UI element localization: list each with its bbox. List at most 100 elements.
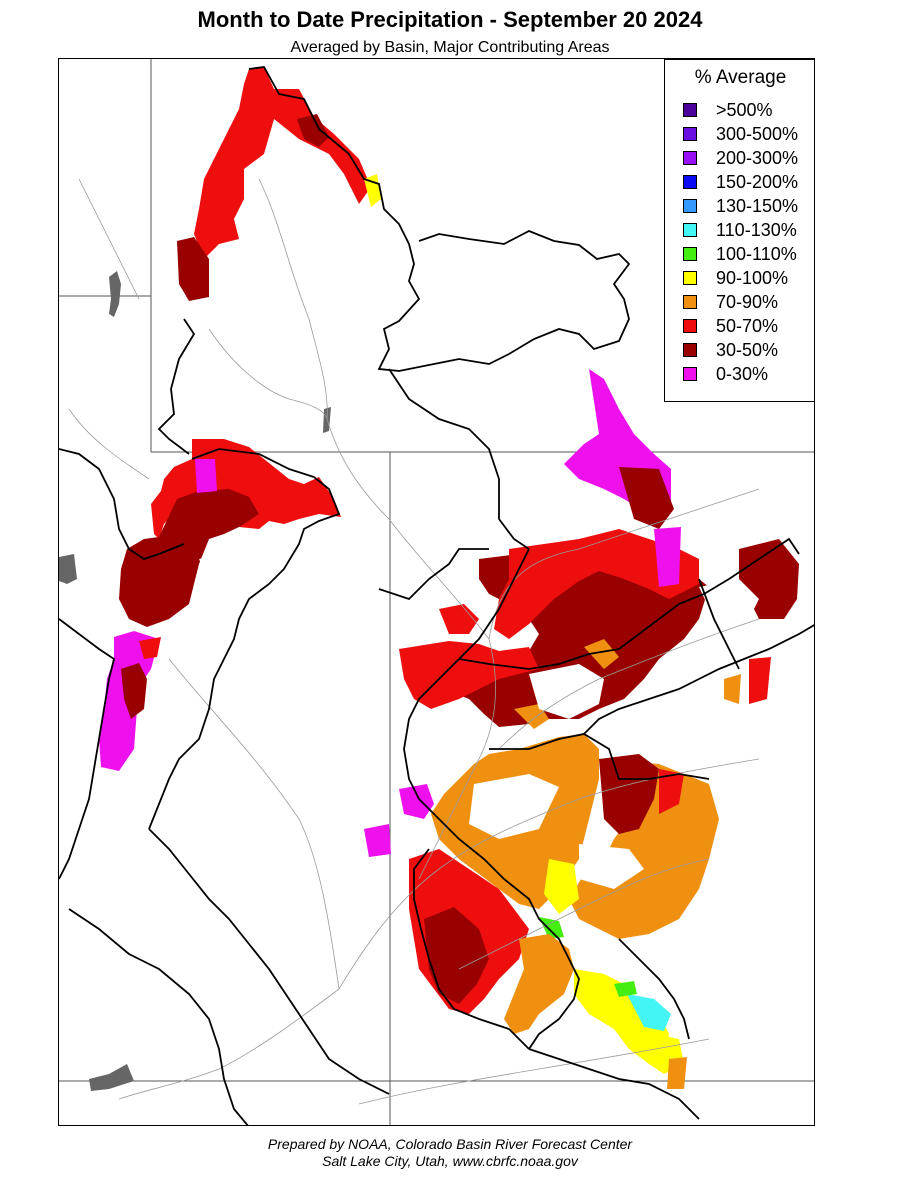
great-salt-lake xyxy=(59,554,77,584)
wasatch-red xyxy=(139,637,161,659)
lower-magenta-2 xyxy=(364,824,391,857)
legend-swatch xyxy=(683,343,697,357)
legend-swatch xyxy=(683,319,697,333)
basin-boundaries xyxy=(59,66,814,1125)
basin-west-mid xyxy=(59,618,116,880)
lake-powell xyxy=(89,1064,134,1091)
basin-duchesne xyxy=(148,448,341,830)
hole-3 xyxy=(469,774,559,839)
river-blacks-fork xyxy=(208,328,328,420)
ne-magenta-lower xyxy=(654,527,681,587)
river-green-upper xyxy=(258,178,328,420)
legend-label: 300-500% xyxy=(716,123,799,144)
legend-item-over-500: >500% xyxy=(683,99,773,121)
state-boundaries xyxy=(59,59,814,1125)
basin-map-svg xyxy=(59,59,814,1125)
basin-yampa-white xyxy=(403,548,530,800)
white-orange-small2 xyxy=(514,704,549,729)
precip-fills xyxy=(99,67,799,1089)
legend-swatch xyxy=(683,127,697,141)
legend-swatch xyxy=(683,295,697,309)
basin-white-east xyxy=(458,537,800,670)
basin-gunnison-dolores xyxy=(418,798,580,1050)
dolores-darkred xyxy=(424,907,489,1004)
legend-swatch xyxy=(683,367,697,381)
hole-5 xyxy=(199,554,234,581)
lower-magenta xyxy=(399,784,434,819)
uinta-darkred xyxy=(119,489,259,627)
white-river-red-small xyxy=(439,604,479,634)
rivers xyxy=(68,178,760,1105)
basin-colorado-north xyxy=(489,733,710,780)
river-gunnison xyxy=(458,858,710,970)
basin-central-south xyxy=(148,828,390,1095)
river-bear xyxy=(78,178,140,300)
legend-label: 70-90% xyxy=(716,291,779,312)
legend-label: 200-300% xyxy=(716,147,799,168)
legend-label: 30-50% xyxy=(716,339,779,360)
river-colorado-lower xyxy=(118,988,340,1100)
basin-dolores-west xyxy=(413,848,530,1050)
legend-swatch xyxy=(683,247,697,261)
yampa-red-east xyxy=(749,657,771,704)
sanjuan-yellow xyxy=(574,969,669,1064)
legend-label: 0-30% xyxy=(716,363,769,384)
legend-item-150-200: 150-200% xyxy=(683,171,798,193)
legend-swatch xyxy=(683,175,697,189)
credit-line-1: Prepared by NOAA, Colorado Basin River F… xyxy=(267,1136,633,1152)
sanjuan-cyan xyxy=(627,994,671,1031)
legend-item-30-50: 30-50% xyxy=(683,339,778,361)
legend-label: 130-150% xyxy=(716,195,799,216)
river-yampa xyxy=(488,488,760,640)
wasatch-darkred xyxy=(121,663,147,719)
upper-green-yellow xyxy=(364,174,381,207)
ne-darkred xyxy=(619,467,674,529)
legend-item-200-300: 200-300% xyxy=(683,147,798,169)
legend-label: 150-200% xyxy=(716,171,799,192)
white-river-red xyxy=(399,641,539,709)
hole-1 xyxy=(529,664,604,719)
upper-green-darkred-north xyxy=(297,114,329,147)
legend-item-50-70: 50-70% xyxy=(683,315,778,337)
basin-upper-green-west xyxy=(157,318,196,455)
river-green-lower xyxy=(418,638,496,880)
river-weber xyxy=(68,408,150,480)
gunnison-red xyxy=(659,769,684,814)
map-subtitle: Averaged by Basin, Major Contributing Ar… xyxy=(290,39,610,56)
legend-title: % Average xyxy=(694,67,787,88)
gunnison-yellow xyxy=(544,859,579,914)
upper-green-darkred-west xyxy=(177,237,209,301)
basin-white-north xyxy=(378,548,489,601)
basin-yampa-east xyxy=(698,578,740,670)
sanjuan-orange xyxy=(504,934,574,1034)
basin-san-juan-north xyxy=(618,938,690,1040)
gunnison-orange xyxy=(569,759,719,939)
credit-line-2: Salt Lake City, Utah, www.cbrfc.noaa.gov xyxy=(322,1153,578,1169)
bear-lake xyxy=(109,271,121,317)
yampa-orange-small xyxy=(724,674,741,704)
basin-green-yampa xyxy=(388,368,530,550)
legend-swatch xyxy=(683,103,697,117)
legend-item-130-150: 130-150% xyxy=(683,195,798,217)
river-san-juan xyxy=(358,1038,710,1105)
legend-label: 90-100% xyxy=(716,267,789,288)
hole-4 xyxy=(579,844,644,889)
gunnison-darkred xyxy=(599,754,659,834)
legend-label: 50-70% xyxy=(716,315,779,336)
basin-southwest xyxy=(68,908,249,1125)
legend-label: >500% xyxy=(716,99,773,120)
uinta-magenta xyxy=(195,459,217,493)
legend-label: 100-110% xyxy=(716,243,797,264)
legend-item-90-100: 90-100% xyxy=(683,267,788,289)
legend-label: 110-130% xyxy=(716,219,797,240)
yampa-red xyxy=(494,529,699,639)
river-white xyxy=(498,618,760,750)
basin-gunnison-north xyxy=(583,624,814,735)
basin-west-upper xyxy=(59,448,185,560)
river-green-mid xyxy=(326,418,490,640)
legend-swatch xyxy=(683,223,697,237)
legend-item-100-110: 100-110% xyxy=(683,243,797,265)
lakes xyxy=(59,271,331,1091)
white-orange-small xyxy=(584,639,619,669)
legend-box: % Average >500% 300-500% 200-300% 150-20… xyxy=(664,59,815,402)
